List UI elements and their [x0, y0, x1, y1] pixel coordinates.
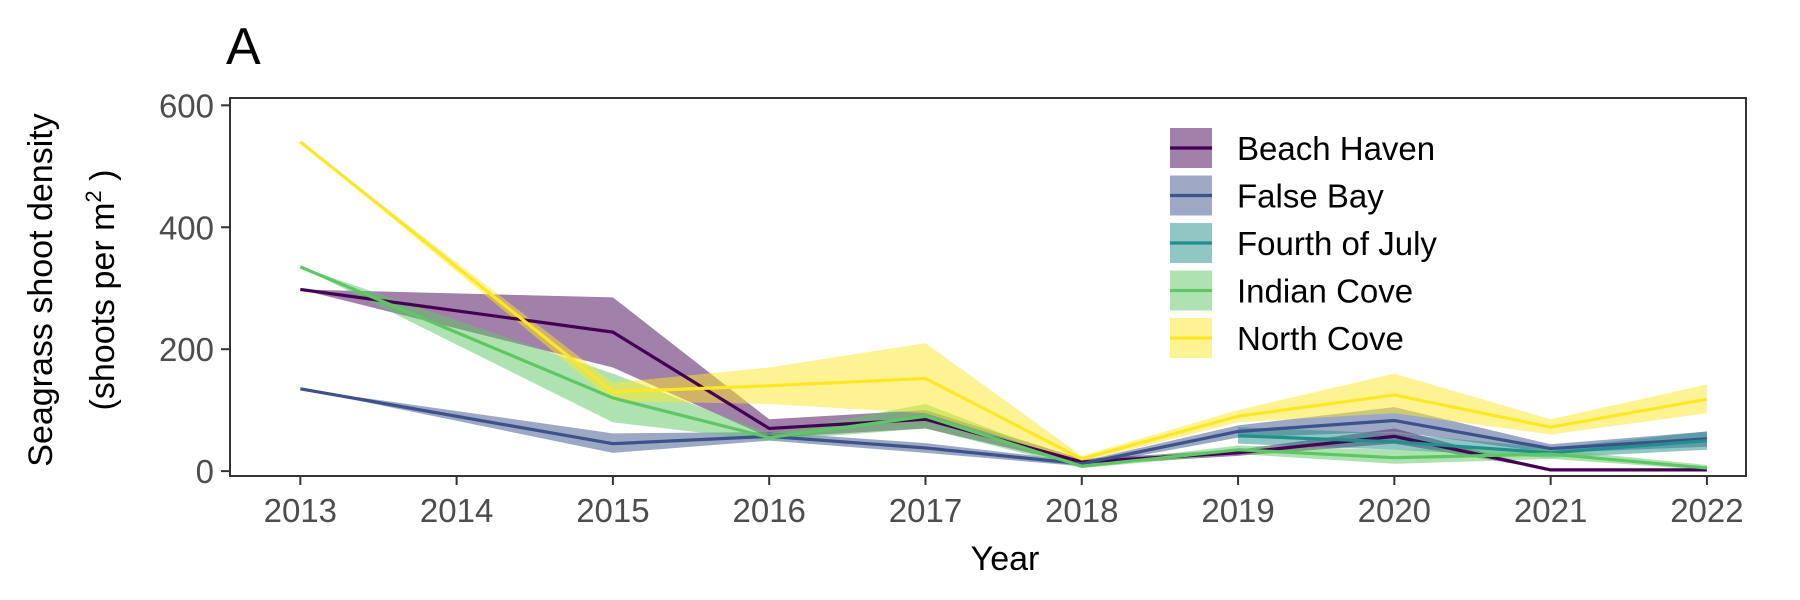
y-axis-title: Seagrass shoot density [22, 113, 60, 466]
y-tick-label: 0 [196, 453, 214, 490]
confidence-bands [300, 141, 1707, 470]
band-false-bay [300, 388, 1707, 467]
legend-label: False Bay [1237, 178, 1384, 215]
legend-item-fourth-of-july: Fourth of July [1170, 223, 1437, 263]
x-tick-label: 2022 [1670, 492, 1743, 529]
x-tick-label: 2015 [576, 492, 649, 529]
legend-item-beach-haven: Beach Haven [1170, 128, 1435, 168]
legend: Beach Haven False Bay Fourth of July Indian… [1170, 128, 1437, 358]
y-tick-label: 200 [159, 331, 214, 368]
y-axis-units-suffix: ) [84, 170, 122, 191]
y-axis-title-units: (shoots per m2 ) [81, 170, 122, 411]
y-axis-units-prefix: (shoots per m [84, 203, 122, 411]
x-tick-label: 2017 [889, 492, 962, 529]
y-axis: 0 200 400 600 [159, 87, 230, 490]
band-beach-haven [300, 289, 1707, 470]
x-axis: 2013 2014 2015 2016 2017 2018 2019 2020 2021 2022 [264, 476, 1744, 529]
x-tick-label: 2018 [1045, 492, 1118, 529]
x-tick-label: 2013 [264, 492, 337, 529]
x-tick-label: 2014 [420, 492, 493, 529]
x-tick-label: 2021 [1514, 492, 1587, 529]
legend-item-false-bay: False Bay [1170, 175, 1384, 216]
plot-panel-border [229, 97, 1747, 477]
band-indian-cove [300, 266, 1707, 470]
legend-label: Indian Cove [1237, 273, 1413, 310]
x-tick-label: 2019 [1201, 492, 1274, 529]
y-tick-label: 400 [159, 209, 214, 246]
line-beach-haven [300, 287, 1707, 472]
legend-label: North Cove [1237, 320, 1404, 357]
y-tick-label: 600 [159, 87, 214, 124]
y-axis-units-superscript: 2 [81, 190, 106, 202]
panel-tag: A [226, 18, 261, 76]
series-lines [299, 140, 1708, 472]
legend-label: Fourth of July [1237, 225, 1437, 262]
legend-item-indian-cove: Indian Cove [1170, 270, 1413, 311]
x-axis-title: Year [971, 540, 1040, 578]
band-north-cove [300, 141, 1707, 462]
line-false-bay [300, 387, 1708, 466]
x-tick-label: 2016 [732, 492, 805, 529]
legend-label: Beach Haven [1237, 130, 1435, 167]
line-north-cove [299, 140, 1708, 461]
line-indian-cove [299, 265, 1708, 470]
line-fourth-of-july [1237, 434, 1708, 455]
legend-item-north-cove: North Cove [1170, 318, 1404, 358]
x-tick-label: 2020 [1358, 492, 1431, 529]
